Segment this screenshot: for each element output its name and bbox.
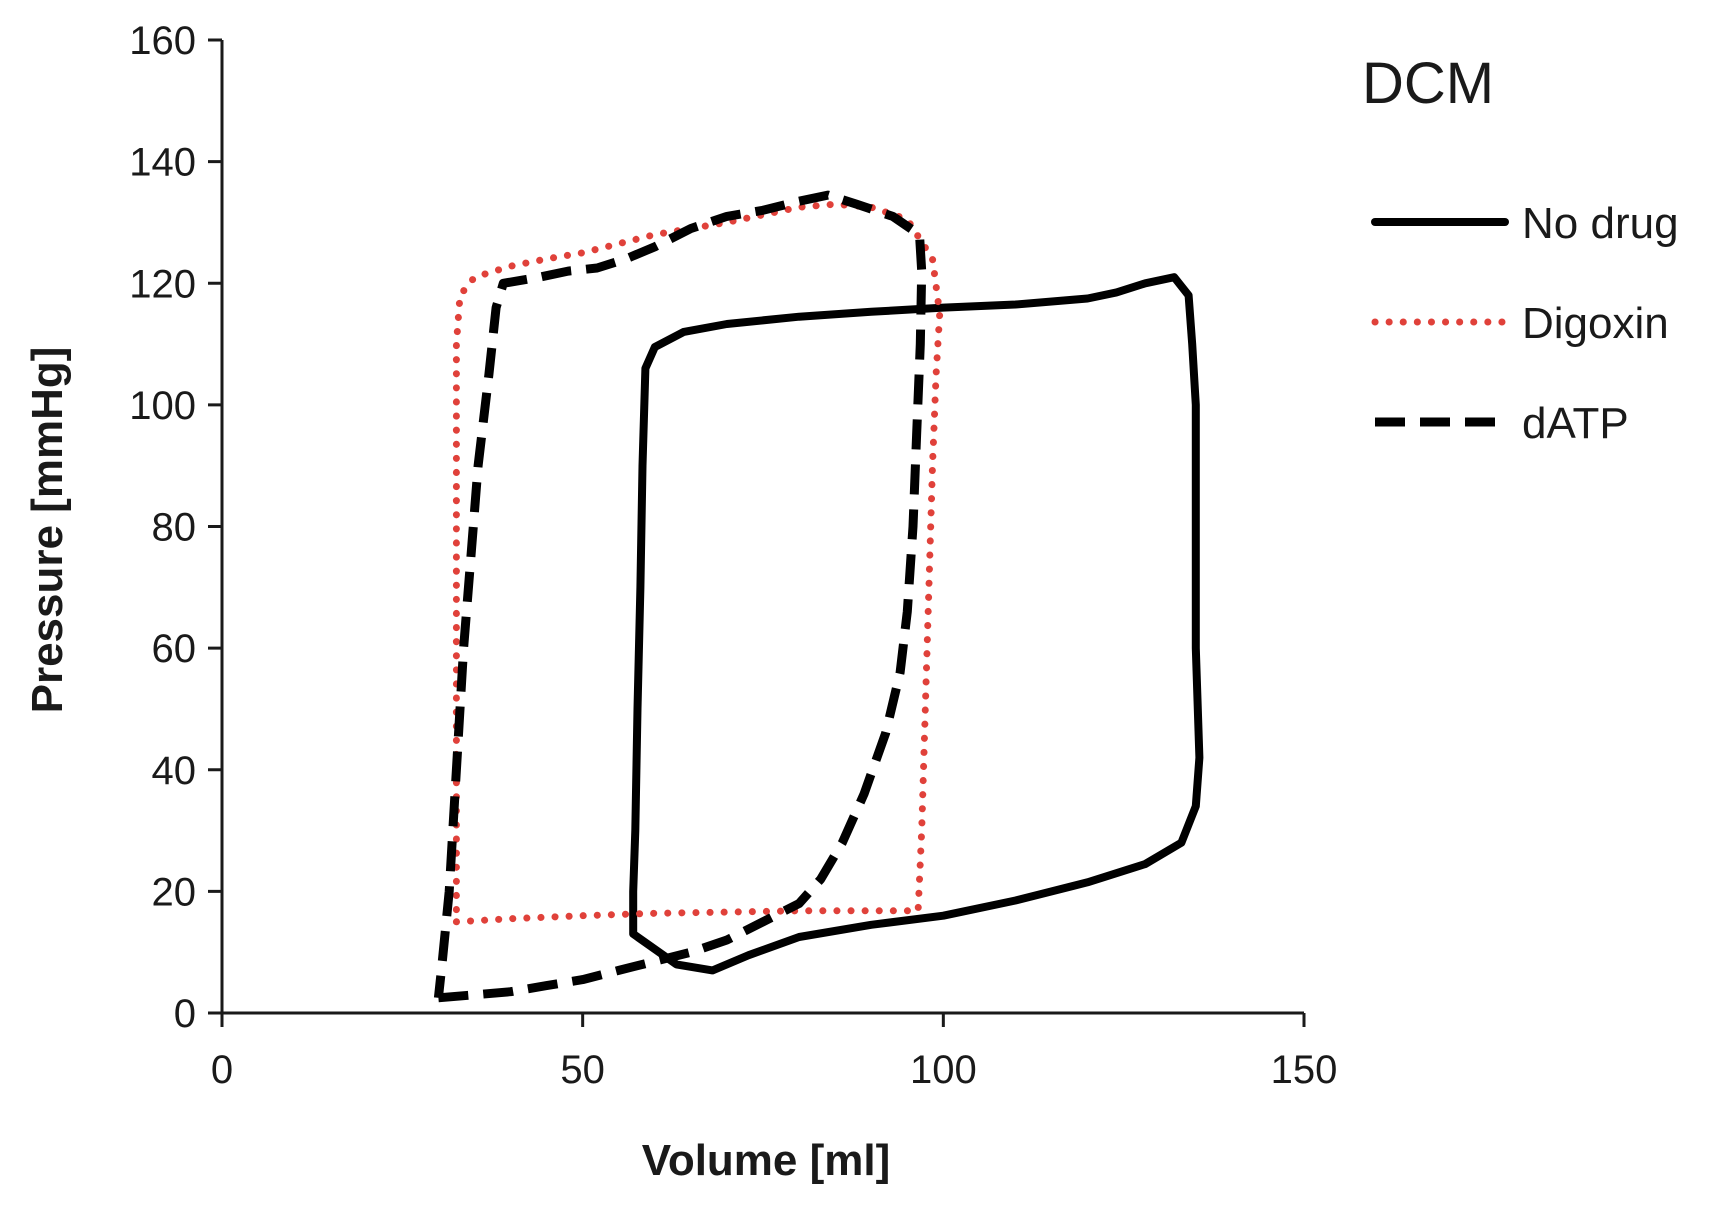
x-tick-label: 0	[211, 1048, 233, 1092]
ticks: 0 20 40 60 80 100 120 140 160 0 50 100 150	[129, 19, 1337, 1092]
series-lines	[433, 190, 1204, 1003]
x-tick-label: 50	[560, 1048, 605, 1092]
legend-label: No drug	[1522, 199, 1679, 248]
y-tick-label: 80	[152, 506, 197, 550]
y-tick-label: 140	[129, 141, 196, 185]
x-axis-title: Volume [ml]	[642, 1136, 891, 1185]
y-tick-label: 60	[152, 627, 197, 671]
y-tick-label: 100	[129, 384, 196, 428]
y-tick-label: 160	[129, 19, 196, 63]
legend-label: Digoxin	[1522, 299, 1669, 348]
panel-label: DCM	[1362, 51, 1494, 116]
series-line-datp	[433, 190, 927, 1003]
legend: No drug Digoxin dATP	[1371, 199, 1679, 448]
legend-label: dATP	[1522, 399, 1629, 448]
y-tick-label: 0	[174, 992, 196, 1036]
x-tick-label: 150	[1271, 1048, 1338, 1092]
y-tick-label: 40	[152, 749, 197, 793]
y-tick-label: 20	[152, 870, 197, 914]
series-line-digoxin	[452, 200, 944, 926]
y-axis-title: Pressure [mmHg]	[23, 347, 72, 714]
y-tick-label: 120	[129, 262, 196, 306]
series-line-no-drug	[629, 273, 1204, 975]
x-tick-label: 100	[910, 1048, 977, 1092]
